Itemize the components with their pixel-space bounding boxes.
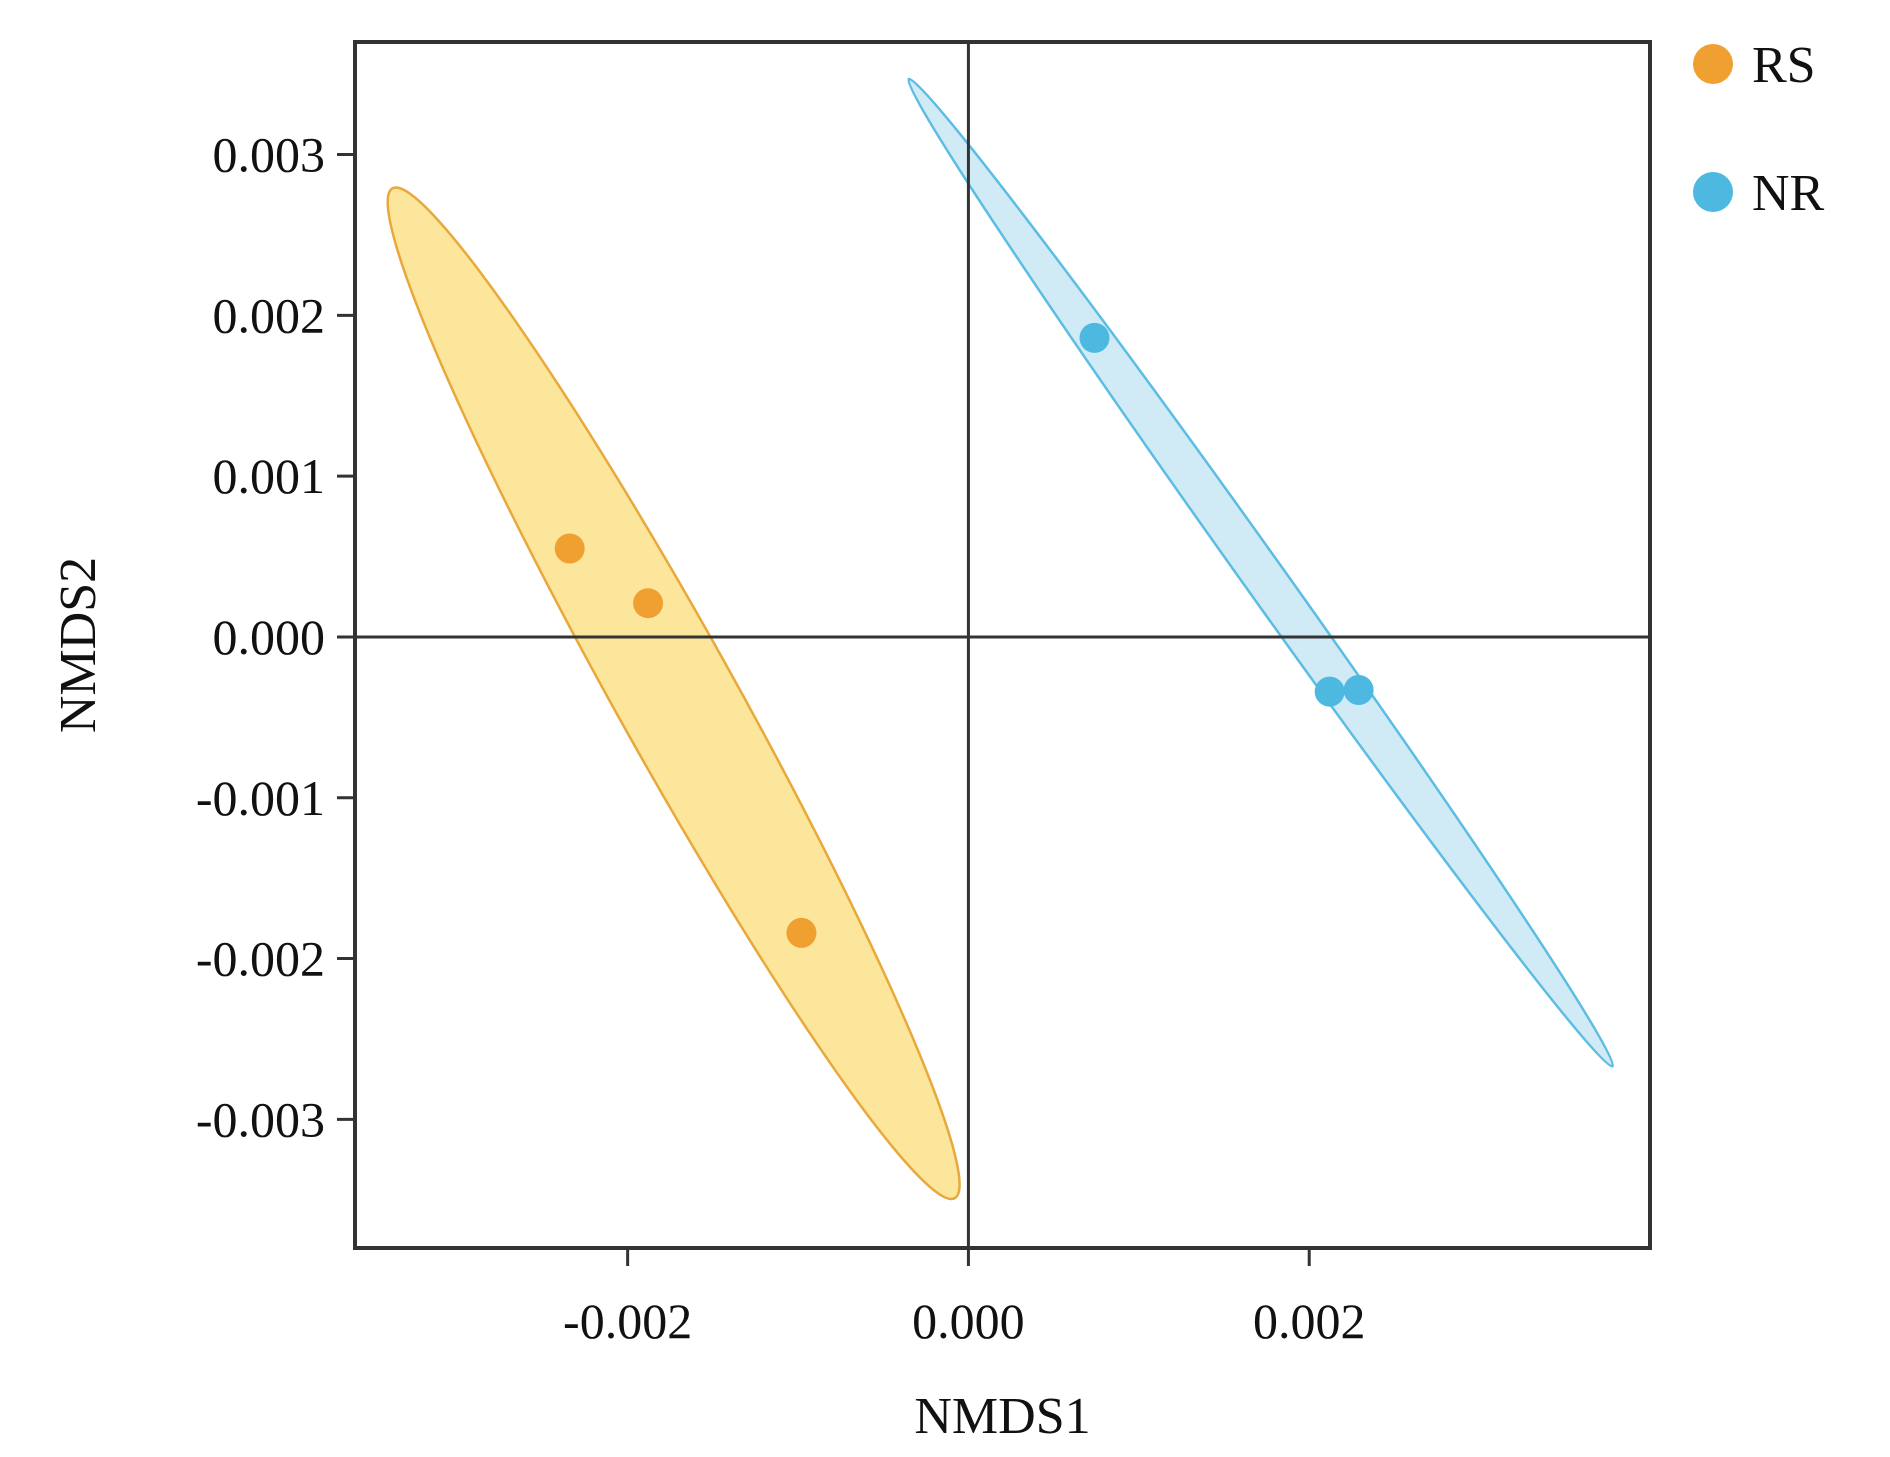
legend: RS NR xyxy=(1693,37,1825,222)
x-tick-label: 0.002 xyxy=(1253,1293,1366,1349)
x-axis-title: NMDS1 xyxy=(914,1388,1090,1445)
legend-label-rs: RS xyxy=(1752,37,1816,94)
legend-marker-nr xyxy=(1693,172,1733,212)
y-tick-label: 0.002 xyxy=(213,287,326,343)
point-nr-2 xyxy=(1314,676,1345,707)
point-rs-2 xyxy=(633,588,664,619)
ellipse-rs xyxy=(386,186,961,1201)
legend-label-nr: NR xyxy=(1752,165,1825,222)
ellipse-nr xyxy=(907,77,1615,1068)
reference-lines xyxy=(355,42,1650,1248)
point-nr-1 xyxy=(1079,322,1110,353)
y-axis: 0.003 0.002 0.001 0.000 -0.001 -0.002 -0.003 xyxy=(196,127,355,1147)
point-rs-1 xyxy=(554,533,585,564)
point-rs-3 xyxy=(786,917,817,948)
point-nr-3 xyxy=(1343,675,1374,706)
data-points xyxy=(554,322,1374,948)
x-tick-label: -0.002 xyxy=(563,1293,692,1349)
y-axis-title: NMDS2 xyxy=(50,557,107,733)
y-tick-label: -0.003 xyxy=(196,1091,325,1147)
y-tick-label: 0.003 xyxy=(213,127,326,183)
x-tick-label: 0.000 xyxy=(912,1293,1025,1349)
legend-marker-rs xyxy=(1693,44,1733,84)
y-tick-label: 0.000 xyxy=(213,609,326,665)
confidence-ellipses xyxy=(386,77,1615,1201)
y-tick-label: 0.001 xyxy=(213,448,326,504)
y-tick-label: -0.002 xyxy=(196,931,325,987)
y-tick-label: -0.001 xyxy=(196,770,325,826)
plot-frame xyxy=(353,40,1652,1250)
x-axis: -0.002 0.000 0.002 xyxy=(563,1248,1365,1349)
